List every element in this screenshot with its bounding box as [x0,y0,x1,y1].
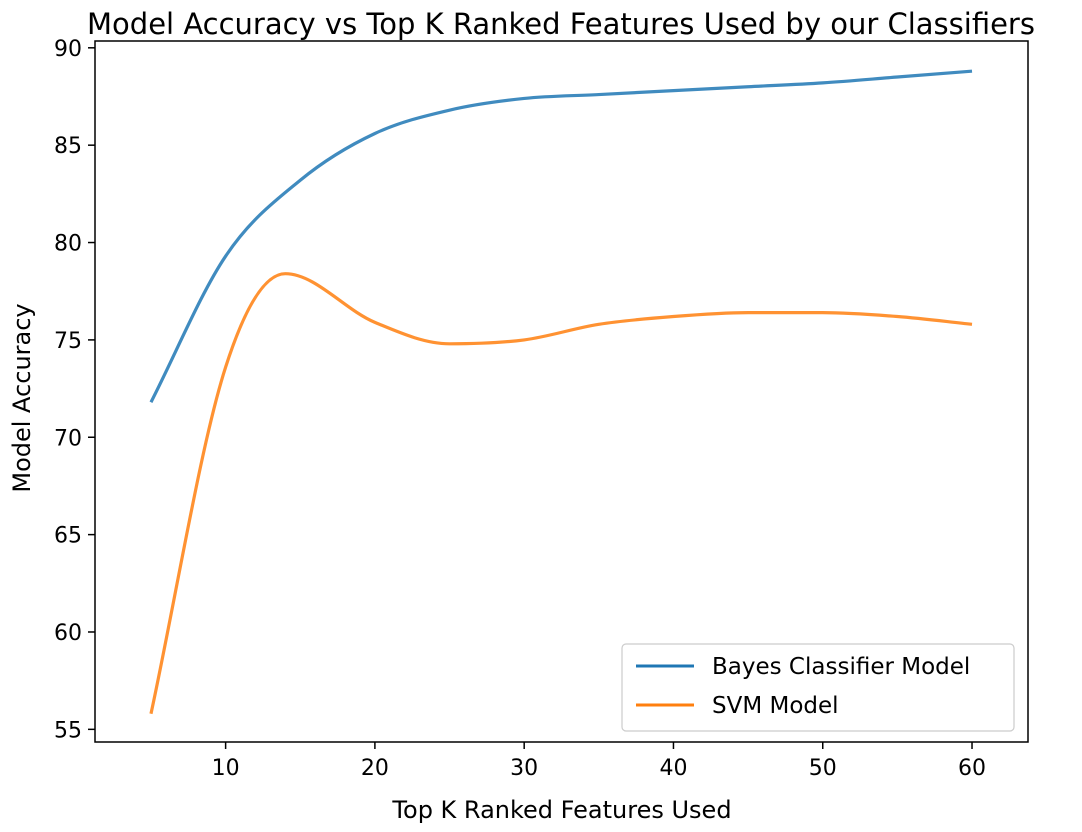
y-tick-label: 80 [54,232,82,257]
y-tick-label: 70 [54,426,82,451]
y-tick-label: 90 [54,37,82,62]
y-axis-label: Model Accuracy [8,303,36,492]
y-tick-label: 85 [54,134,82,159]
y-tick-label: 75 [54,329,82,354]
legend-label-bayes: Bayes Classifier Model [712,654,970,680]
x-tick-label: 40 [659,756,687,781]
series-line-bayes-classifier-model [149,69,973,403]
x-tick-label: 60 [958,756,986,781]
y-tick-label: 55 [54,718,82,743]
y-tick-label: 60 [54,621,82,646]
legend: Bayes Classifier Model SVM Model [621,643,1015,732]
y-tick-label: 65 [54,524,82,549]
legend-frame [621,643,1015,732]
legend-label-svm: SVM Model [712,693,839,719]
x-tick-label: 30 [510,756,538,781]
x-tick-label: 20 [361,756,389,781]
plot-frame [94,40,1029,743]
series-layer [149,69,973,715]
x-tick-label: 50 [809,756,837,781]
chart-title: Model Accuracy vs Top K Ranked Features … [87,7,1035,41]
x-tick-label: 10 [212,756,240,781]
series-line-svm-model [149,272,973,715]
ticks-layer: 10 20 30 40 50 60 55 60 65 70 75 80 85 90 [54,37,986,781]
x-axis-label: Top K Ranked Features Used [391,796,731,824]
